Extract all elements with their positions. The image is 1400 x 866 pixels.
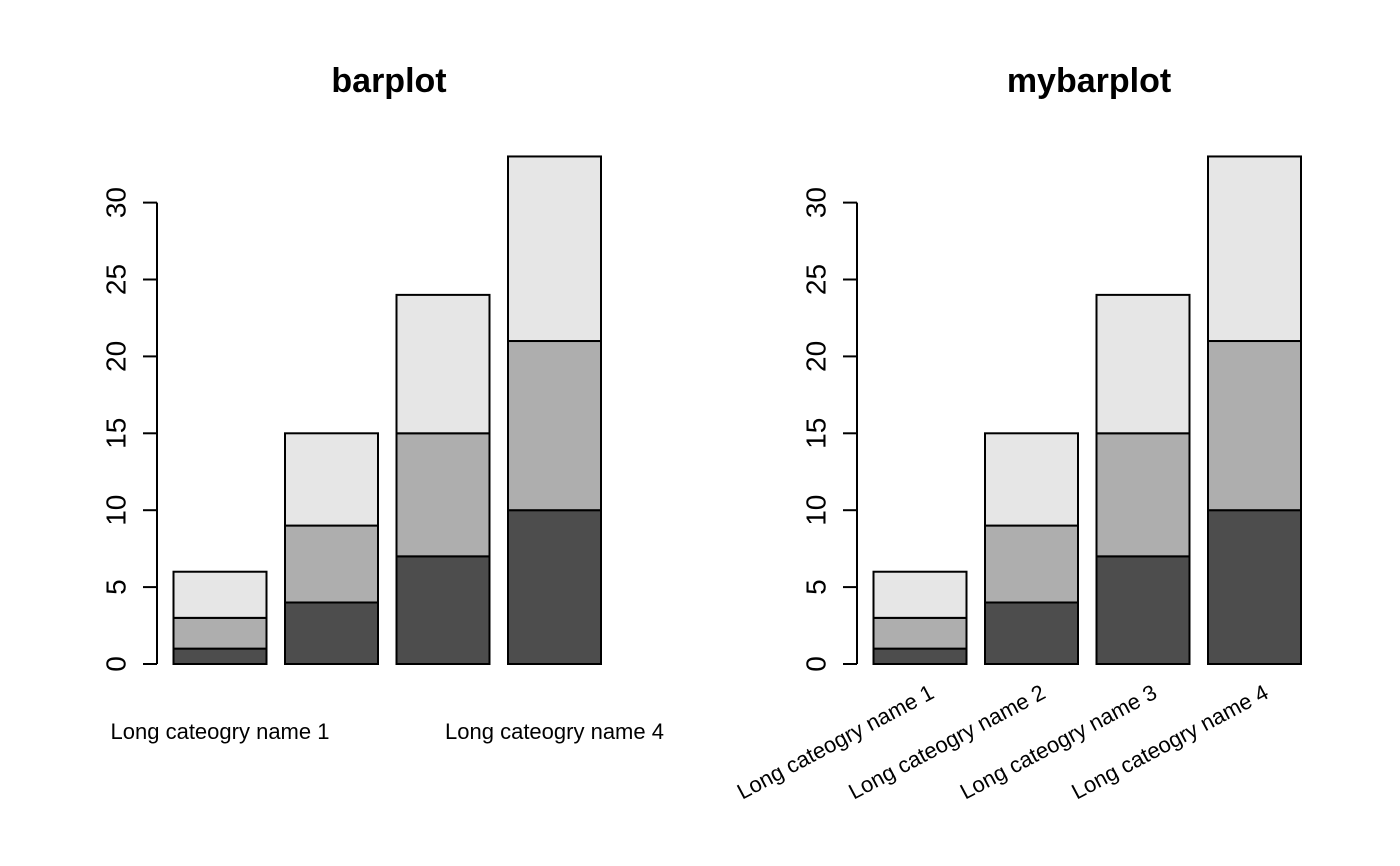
y-tick-label: 0 — [101, 656, 132, 672]
bar-segment — [1207, 509, 1302, 666]
bar-segment — [284, 524, 379, 604]
bar-segment — [507, 509, 602, 666]
bar-segment — [984, 601, 1079, 665]
bar-segment — [507, 155, 602, 343]
bar-segment — [984, 524, 1079, 604]
y-tick-label: 30 — [101, 187, 132, 218]
panel-mybarplot: mybarplot 0 5 10 15 20 25 30 Long cateogry name… — [733, 62, 1302, 804]
chart-title: mybarplot — [1007, 62, 1171, 100]
bar-segment — [872, 616, 968, 650]
bar-segment — [172, 647, 268, 665]
bar-segment — [284, 601, 379, 665]
chart-title: barplot — [331, 62, 446, 100]
y-tick-label: 0 — [801, 656, 832, 672]
y-tick-label: 15 — [801, 418, 832, 449]
panel-barplot: barplot 0 5 10 15 20 25 30 Long cateogry name 1… — [101, 62, 664, 744]
bar-segment — [1095, 555, 1191, 666]
bar-segment — [1095, 293, 1191, 435]
bar-segment — [507, 340, 602, 512]
bar-segment — [872, 647, 968, 665]
y-tick-label: 20 — [801, 341, 832, 372]
x-tick-label: Long cateogry name 4 — [1067, 679, 1272, 804]
bar-segment — [872, 570, 968, 619]
bar-segment — [172, 570, 268, 619]
bar-segment — [984, 432, 1079, 527]
bar-segment — [284, 432, 379, 527]
bar-segment — [395, 432, 491, 558]
y-tick-label: 5 — [801, 579, 832, 595]
x-tick-label: Long cateogry name 4 — [445, 719, 664, 744]
bar-segment — [395, 293, 491, 435]
y-tick-label: 20 — [101, 341, 132, 372]
y-tick-label: 5 — [101, 579, 132, 595]
y-tick-label: 25 — [801, 264, 832, 295]
bar-segment — [1207, 340, 1302, 512]
y-tick-label: 10 — [101, 495, 132, 526]
x-tick-label: Long cateogry name 3 — [956, 679, 1161, 804]
y-tick-label: 30 — [801, 187, 832, 218]
y-tick-label: 25 — [101, 264, 132, 295]
bar-segment — [395, 555, 491, 666]
x-tick-label: Long cateogry name 2 — [844, 679, 1049, 804]
y-tick-label: 10 — [801, 495, 832, 526]
bar-segment — [1207, 155, 1302, 343]
y-tick-label: 15 — [101, 418, 132, 449]
x-tick-label: Long cateogry name 1 — [733, 679, 938, 804]
x-tick-label: Long cateogry name 1 — [111, 719, 330, 744]
bar-segment — [1095, 432, 1191, 558]
bar-segment — [172, 616, 268, 650]
